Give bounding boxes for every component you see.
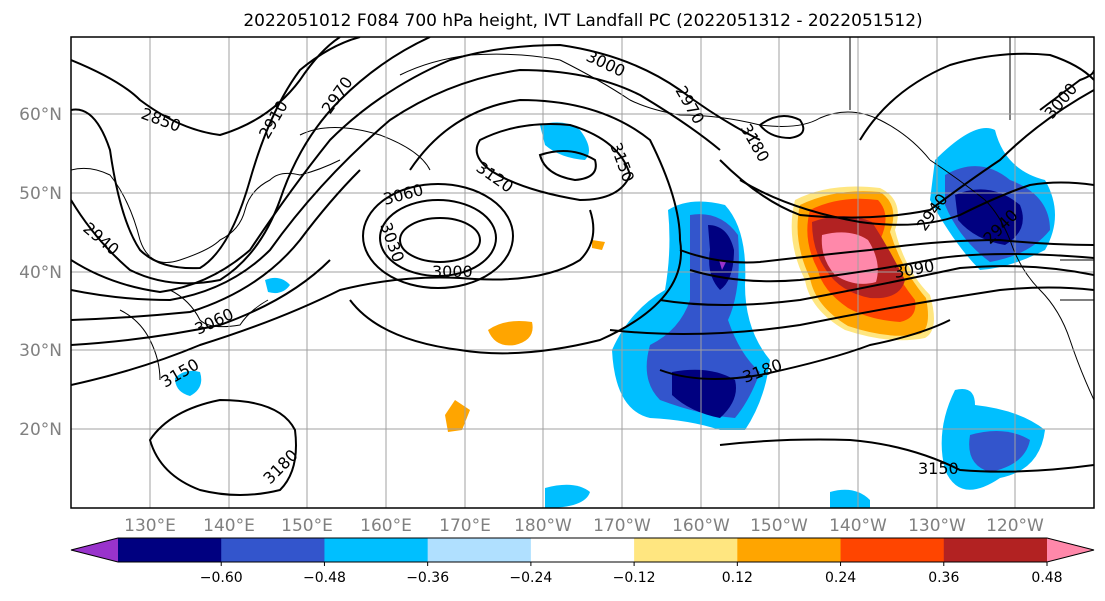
colorbar-swatch bbox=[737, 538, 842, 562]
colorbar-tick-label: −0.60 bbox=[200, 570, 243, 586]
lon-label: 130°E bbox=[124, 516, 176, 536]
lon-label: 140°E bbox=[203, 516, 255, 536]
ivt-negative-region bbox=[175, 370, 202, 396]
lat-label: 20°N bbox=[19, 420, 62, 440]
ivt-positive-region bbox=[445, 400, 470, 432]
colorbar-tick-label: −0.12 bbox=[613, 570, 656, 586]
colorbar-extend-min bbox=[71, 538, 118, 562]
contour-line bbox=[71, 37, 431, 285]
latitude-labels: 60°N 50°N 40°N 30°N 20°N bbox=[19, 105, 62, 440]
contour-line bbox=[475, 123, 632, 202]
contour-line bbox=[538, 150, 597, 182]
contour-label: 3150 bbox=[918, 459, 959, 478]
contour-line bbox=[859, 52, 1094, 141]
ivt-negative-region bbox=[265, 277, 290, 294]
lat-label: 40°N bbox=[19, 263, 62, 283]
ivt-negative-region bbox=[830, 489, 870, 508]
colorbar-tick-label: 0.36 bbox=[928, 570, 959, 586]
contour-line bbox=[609, 286, 1094, 335]
colorbar-swatch bbox=[221, 538, 325, 562]
colorbar-swatch bbox=[118, 538, 222, 562]
colorbar-tick-label: 0.48 bbox=[1031, 570, 1062, 586]
ivt-negative-region bbox=[708, 225, 734, 290]
colorbar-tick-label: −0.36 bbox=[406, 570, 449, 586]
colorbar-outline bbox=[70, 537, 1095, 563]
contour-line bbox=[659, 265, 1094, 306]
contour-line bbox=[71, 43, 761, 294]
lon-label: 170°W bbox=[593, 516, 651, 536]
contour-line bbox=[71, 259, 331, 346]
colorbar: −0.60 −0.48 −0.36 −0.24 −0.12 0.12 0.24 0.36 0.4… bbox=[70, 537, 1095, 586]
contour-line bbox=[379, 199, 497, 277]
contour-line bbox=[739, 179, 1094, 226]
height-contours bbox=[71, 37, 1094, 496]
lon-label: 120°W bbox=[986, 516, 1044, 536]
contour-line bbox=[148, 398, 297, 496]
contour-line bbox=[71, 37, 341, 137]
contour-line bbox=[362, 183, 514, 289]
contour-line bbox=[689, 253, 1094, 283]
contour-line bbox=[758, 115, 805, 140]
colorbar-swatch bbox=[634, 538, 738, 562]
colorbar-tick-label: 0.24 bbox=[825, 570, 856, 586]
contour-line bbox=[679, 238, 1094, 264]
colorbar-tick-label: −0.24 bbox=[509, 570, 552, 586]
lon-label: 160°E bbox=[360, 516, 412, 536]
lon-label: 150°E bbox=[281, 516, 333, 536]
colorbar-swatch bbox=[427, 538, 532, 562]
lon-label: 180°W bbox=[514, 516, 572, 536]
contour-line bbox=[71, 37, 361, 270]
ivt-positive-region bbox=[592, 240, 605, 250]
lon-label: 160°W bbox=[672, 516, 730, 536]
contour-line bbox=[71, 169, 361, 321]
lon-label: 150°W bbox=[750, 516, 808, 536]
contour-line bbox=[659, 319, 951, 380]
colorbar-extend-max bbox=[1047, 538, 1094, 562]
contour-line bbox=[349, 98, 682, 355]
ivt-negative-region bbox=[672, 369, 736, 418]
lon-label: 130°W bbox=[908, 516, 966, 536]
lat-label: 50°N bbox=[19, 184, 62, 204]
ivt-negative-region bbox=[545, 484, 590, 508]
ivt-negative-region bbox=[540, 122, 589, 160]
contour-line bbox=[71, 68, 721, 302]
lon-label: 140°W bbox=[829, 516, 887, 536]
lat-label: 30°N bbox=[19, 341, 62, 361]
lon-label: 170°E bbox=[439, 516, 491, 536]
longitude-labels: 130°E 140°E 150°E 160°E 170°E 180°W 170°… bbox=[124, 516, 1044, 536]
ivt-negative-region bbox=[719, 260, 726, 270]
ivt-positive-region bbox=[488, 321, 533, 346]
contour-label: 3000 bbox=[432, 262, 473, 281]
lat-label: 60°N bbox=[19, 105, 62, 125]
coastlines bbox=[71, 37, 1094, 401]
colorbar-swatch bbox=[324, 538, 429, 562]
colorbar-tick-label: −0.48 bbox=[303, 570, 346, 586]
colorbar-tick-label: 0.12 bbox=[722, 570, 753, 586]
contour-line bbox=[719, 438, 1094, 473]
colorbar-swatch bbox=[840, 538, 945, 562]
contour-line bbox=[71, 209, 595, 386]
figure-title: 2022051012 F084 700 hPa height, IVT Land… bbox=[243, 11, 922, 31]
map-border bbox=[70, 36, 1095, 509]
contour-line bbox=[719, 89, 1094, 219]
contour-line bbox=[1039, 69, 1094, 111]
contour-line bbox=[399, 217, 481, 263]
colorbar-swatch bbox=[530, 538, 635, 562]
colorbar-swatch bbox=[943, 538, 1048, 562]
